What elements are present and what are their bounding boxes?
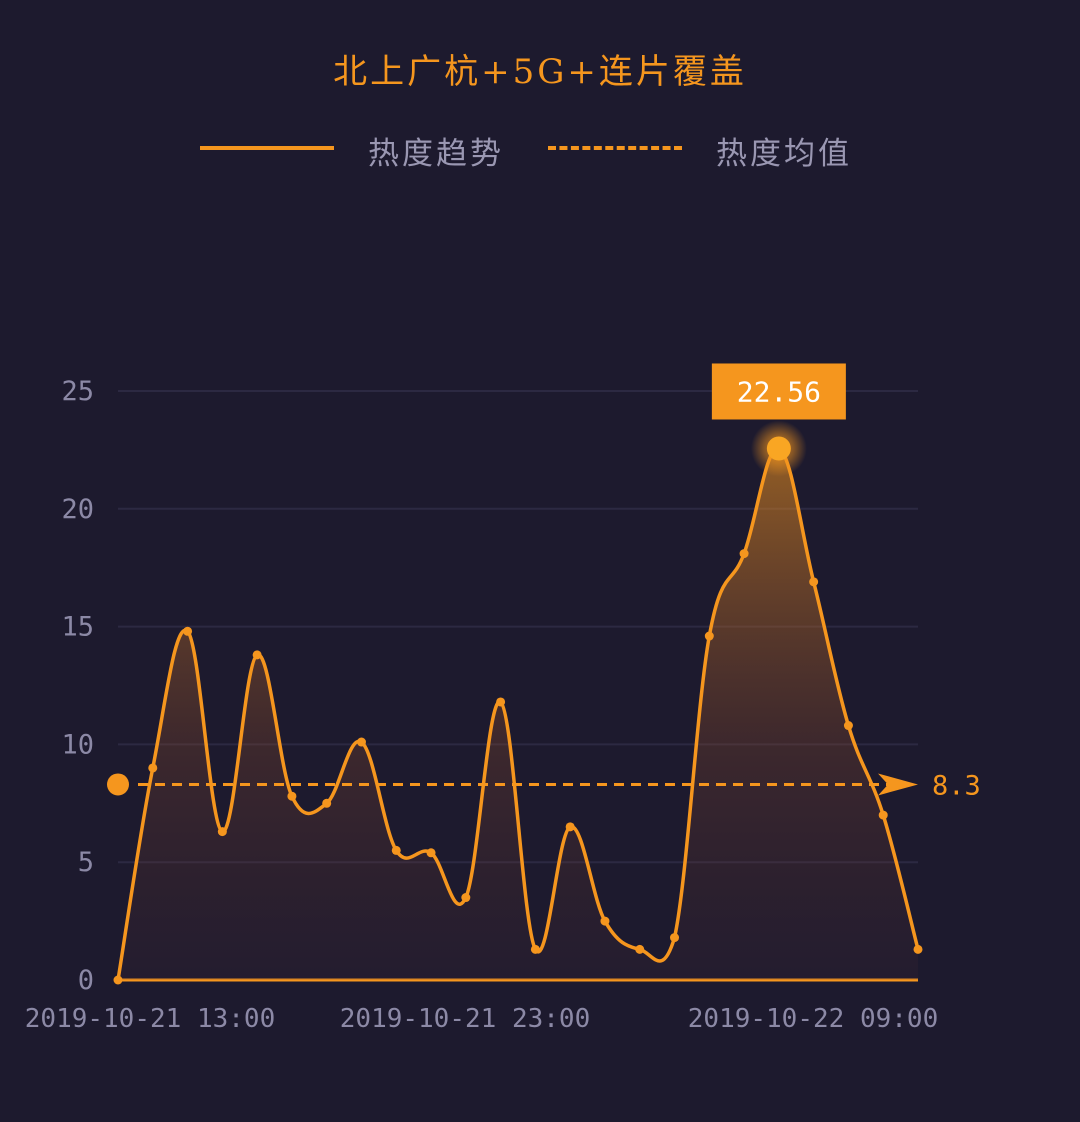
data-point: [739, 549, 749, 559]
x-tick-label: 2019-10-22 09:00: [688, 1004, 938, 1034]
data-point: [704, 631, 714, 641]
data-point: [217, 827, 227, 837]
y-tick-label: 20: [61, 494, 94, 525]
x-tick-label: 2019-10-21 13:00: [25, 1004, 275, 1034]
data-point: [843, 721, 853, 731]
data-point: [530, 944, 540, 954]
data-point: [565, 822, 575, 832]
peak-value-label: 22.56: [737, 375, 821, 408]
y-tick-label: 15: [61, 612, 94, 643]
y-tick-label: 25: [61, 376, 94, 407]
data-point: [496, 697, 506, 707]
mean-arrow-icon: [878, 773, 918, 796]
x-tick-label: 2019-10-21 23:00: [340, 1004, 590, 1034]
data-point: [183, 626, 193, 636]
data-point: [878, 810, 888, 820]
y-tick-label: 5: [78, 847, 94, 878]
data-point: [252, 650, 262, 660]
data-point: [148, 763, 158, 773]
data-point: [461, 893, 471, 903]
legend: 热度趋势 热度均值: [0, 122, 1080, 172]
data-point: [356, 737, 366, 747]
legend-label-average: 热度均值: [716, 136, 852, 172]
mean-value-label: 8.3: [932, 770, 981, 801]
data-point: [670, 933, 680, 943]
data-point: [322, 798, 332, 808]
data-point: [635, 944, 645, 954]
legend-dashed-line-icon: [548, 146, 682, 150]
data-point: [809, 577, 819, 587]
y-tick-label: 10: [61, 729, 94, 760]
data-point: [426, 848, 436, 858]
data-point: [913, 944, 923, 954]
peak-point: [766, 436, 791, 461]
legend-label-trend: 热度趋势: [368, 136, 504, 172]
chart-title: 北上广杭+5G+连片覆盖: [333, 52, 747, 92]
data-point: [600, 916, 610, 926]
data-point: [391, 845, 401, 855]
peak-label-box: [711, 363, 846, 420]
legend-solid-line-icon: [200, 146, 334, 150]
series-area-fill: [118, 448, 918, 980]
data-point: [113, 975, 123, 985]
mean-start-marker: [107, 773, 129, 796]
data-point: [287, 791, 297, 801]
y-tick-label: 0: [78, 965, 94, 996]
